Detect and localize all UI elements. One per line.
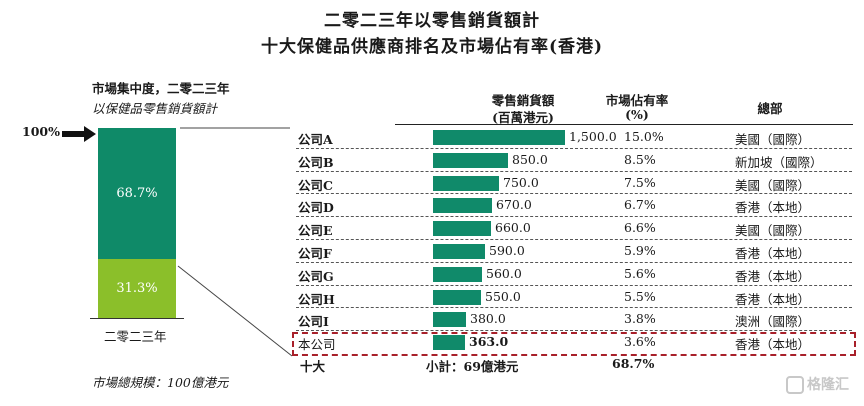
stack-label-others: 31.3% — [116, 280, 158, 296]
header-sales-unit: (百萬港元) — [492, 110, 554, 125]
market-size-note: 市場總規模：100億港元 — [92, 375, 229, 390]
market-share-cell: 3.8% — [624, 311, 656, 327]
footer-share: 68.7% — [612, 356, 655, 371]
sales-value-label: 750.0 — [503, 174, 539, 190]
sales-bar — [433, 335, 465, 351]
row-divider — [296, 216, 852, 218]
sales-value-label: 660.0 — [495, 220, 531, 236]
row-divider — [296, 330, 852, 332]
company-name: 公司E — [298, 223, 333, 239]
arrow-right-icon — [62, 126, 96, 142]
sales-bar — [433, 152, 508, 168]
company-name: 本公司 — [298, 337, 336, 353]
sales-value-label: 850.0 — [512, 151, 548, 167]
headquarters-cell: 香港（本地） — [735, 246, 811, 261]
stack-x-label: 二零二三年 — [104, 329, 167, 344]
headquarters-cell: 美國（國際） — [735, 223, 811, 239]
footer-label: 十大 — [300, 359, 326, 374]
sales-value-label: 1,500.0 — [569, 129, 617, 144]
headquarters-cell: 香港（本地） — [735, 268, 811, 284]
pointer-label: 100% — [22, 124, 60, 139]
stack-label-top10: 68.7% — [116, 185, 158, 201]
chart-title: 二零二三年以零售銷貨額計 — [324, 11, 540, 31]
sales-value-label: 363.0 — [469, 334, 509, 350]
own-company-highlight — [292, 332, 856, 357]
sales-bar — [433, 312, 466, 328]
sales-bar — [433, 175, 499, 191]
sales-bar — [433, 266, 482, 282]
concentration-stacked-bar: 68.7% 31.3% — [98, 128, 176, 318]
company-name: 公司B — [298, 154, 334, 170]
sales-value-label: 560.0 — [486, 265, 522, 281]
sales-value-label: 590.0 — [489, 243, 525, 258]
row-divider — [296, 261, 852, 263]
market-share-cell: 5.5% — [624, 288, 656, 304]
company-name: 公司F — [298, 246, 332, 261]
company-name: 公司H — [298, 291, 335, 307]
stack-baseline — [90, 318, 184, 319]
headquarters-cell: 美國（國際） — [735, 177, 811, 193]
concentration-subheading: 以保健品零售銷貨額計 — [92, 101, 218, 116]
headquarters-cell: 香港（本地） — [735, 337, 811, 353]
header-sales: 零售銷貨額 — [491, 93, 555, 108]
market-share-cell: 8.5% — [624, 151, 656, 167]
concentration-heading: 市場集中度，二零二三年 — [92, 81, 230, 96]
headquarters-cell: 澳洲（國際） — [735, 314, 811, 330]
row-divider — [296, 284, 852, 286]
company-name: 公司G — [298, 268, 334, 284]
sales-bar — [433, 198, 492, 214]
company-name: 公司D — [298, 200, 334, 216]
footer-subtotal: 小計：69億港元 — [426, 359, 519, 374]
headquarters-cell: 新加坡（國際） — [735, 154, 823, 170]
watermark-logo-icon — [786, 376, 804, 394]
header-hq: 總部 — [757, 101, 783, 116]
sales-value-label: 380.0 — [470, 311, 506, 327]
company-name: 公司I — [298, 314, 329, 330]
sales-bar — [433, 244, 485, 259]
headquarters-cell: 香港（本地） — [735, 200, 811, 216]
headquarters-cell: 香港（本地） — [735, 291, 811, 307]
headquarters-cell: 美國（國際） — [735, 132, 811, 147]
chart-subtitle: 十大保健品供應商排名及市場佔有率(香港) — [260, 37, 604, 57]
header-share: 市場佔有率 — [605, 93, 669, 108]
watermark-text: 格隆汇 — [807, 377, 849, 393]
market-share-cell: 3.6% — [624, 334, 656, 350]
market-share-cell: 6.7% — [624, 197, 656, 213]
sales-bar — [433, 130, 565, 145]
market-share-cell: 15.0% — [624, 129, 664, 144]
company-name: 公司A — [298, 132, 333, 147]
stack-segment-top10: 68.7% — [98, 128, 176, 259]
market-share-cell: 6.6% — [624, 220, 656, 236]
sales-bar — [433, 289, 481, 305]
market-share-cell: 5.6% — [624, 265, 656, 281]
row-divider — [296, 147, 852, 149]
header-share-unit: (%) — [625, 107, 649, 122]
sales-bar — [433, 221, 491, 237]
sales-value-label: 670.0 — [496, 197, 532, 213]
company-name: 公司C — [298, 177, 333, 193]
row-divider — [296, 170, 852, 172]
row-divider — [296, 193, 852, 195]
sales-value-label: 550.0 — [485, 288, 521, 304]
market-share-cell: 7.5% — [624, 174, 656, 190]
row-divider — [296, 307, 852, 309]
stack-segment-others: 31.3% — [98, 259, 176, 318]
header-rule — [395, 124, 853, 125]
row-divider — [296, 239, 852, 240]
watermark: 格隆汇 — [786, 374, 849, 394]
market-share-cell: 5.9% — [624, 243, 656, 258]
